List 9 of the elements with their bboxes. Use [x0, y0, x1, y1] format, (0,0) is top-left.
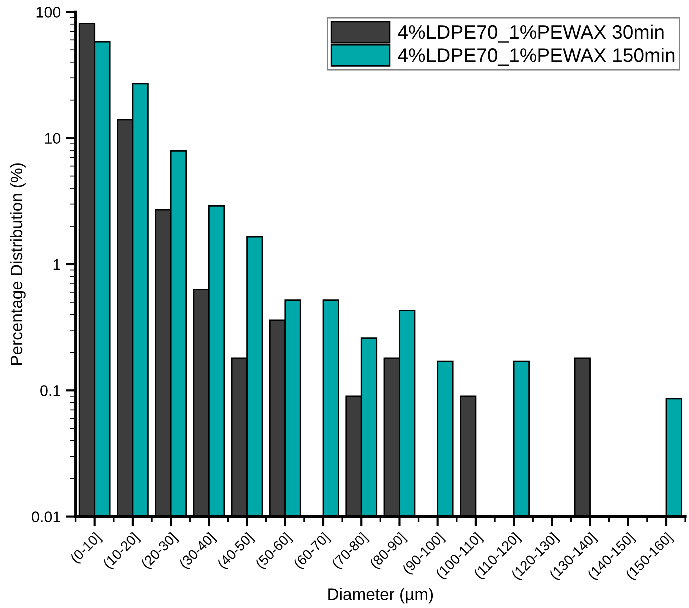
x-axis-title: Diameter (µm) — [328, 588, 434, 604]
legend-label: 4%LDPE70_1%PEWAX 150min — [398, 48, 675, 66]
y-tick-label: 0.01 — [32, 512, 60, 522]
y-tick-label: 0.1 — [40, 386, 60, 396]
y-tick-label: 100 — [36, 7, 61, 18]
y-tick-label: 1 — [54, 260, 60, 270]
y-axis-title: Percentage Distribution (%) — [10, 164, 26, 366]
y-tick-label: 10 — [45, 133, 61, 144]
legend-label: 4%LDPE70_1%PEWAX 30min — [398, 24, 664, 43]
